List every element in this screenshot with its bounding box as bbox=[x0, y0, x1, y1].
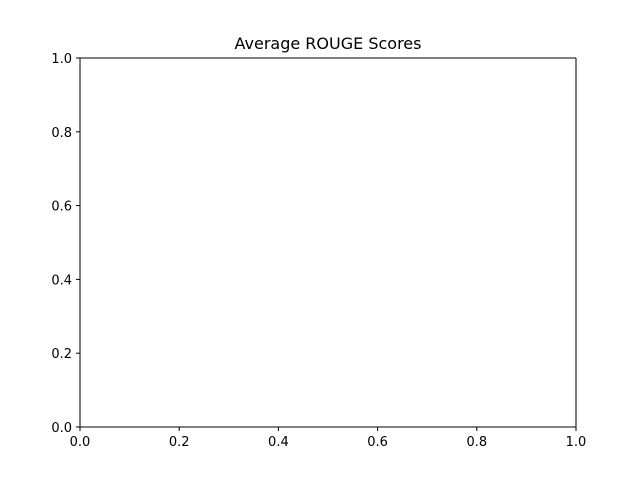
plot-area bbox=[80, 58, 576, 427]
y-axis: 0.0 0.2 0.4 0.6 0.8 1.0 bbox=[51, 52, 80, 436]
y-tick-label: 0.8 bbox=[51, 126, 72, 141]
y-tick-label: 0.2 bbox=[51, 347, 72, 362]
y-tick-label: 0.4 bbox=[51, 273, 72, 288]
y-tick-label: 0.0 bbox=[51, 421, 72, 436]
x-tick-label: 0.2 bbox=[169, 435, 190, 450]
chart-title: Average ROUGE Scores bbox=[235, 34, 422, 53]
x-tick-label: 0.0 bbox=[70, 435, 91, 450]
x-tick-label: 0.8 bbox=[466, 435, 487, 450]
x-tick-label: 0.4 bbox=[268, 435, 289, 450]
x-tick-label: 0.6 bbox=[367, 435, 388, 450]
x-axis: 0.0 0.2 0.4 0.6 0.8 1.0 bbox=[70, 427, 587, 450]
y-tick-label: 0.6 bbox=[51, 200, 72, 215]
x-tick-label: 1.0 bbox=[566, 435, 587, 450]
axes-frame bbox=[79, 57, 577, 428]
y-tick-label: 1.0 bbox=[51, 52, 72, 67]
